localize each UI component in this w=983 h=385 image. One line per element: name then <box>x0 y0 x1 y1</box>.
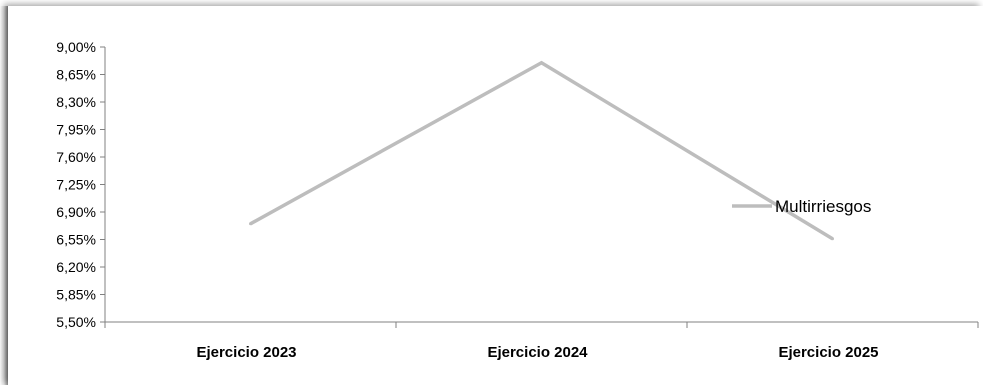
x-axis: Ejercicio 2023 Ejercicio 2024 Ejercicio 20… <box>104 321 979 361</box>
y-tick-label: 6,20% <box>56 259 96 275</box>
legend: Multirriesgos <box>732 197 871 216</box>
data-point <box>249 222 252 226</box>
series-layer <box>249 60 834 241</box>
y-axis: 9,00% 8,65% 8,30% 7,95% 7,60% 7,25% 6,90% 6,55%… <box>56 39 106 330</box>
y-tick-label: 7,95% <box>56 122 96 138</box>
data-point <box>831 237 834 241</box>
y-tick-label: 7,60% <box>56 149 96 165</box>
series-line <box>249 60 834 241</box>
y-tick-label: 6,90% <box>56 204 96 220</box>
y-tick-label: 6,55% <box>56 232 96 248</box>
x-category-label: Ejercicio 2025 <box>778 344 878 361</box>
y-tick-label: 7,25% <box>56 177 96 193</box>
frame-shadow <box>0 6 10 385</box>
data-point <box>540 61 543 65</box>
y-tick-label: 8,65% <box>56 67 96 83</box>
y-tick-label: 9,00% <box>56 39 96 55</box>
x-category-label: Ejercicio 2023 <box>196 344 296 361</box>
legend-label: Multirriesgos <box>775 197 871 216</box>
y-tick-label: 5,85% <box>56 287 96 303</box>
y-tick-label: 5,50% <box>56 314 96 330</box>
y-tick-label: 8,30% <box>56 94 96 110</box>
x-category-label: Ejercicio 2024 <box>487 344 588 361</box>
